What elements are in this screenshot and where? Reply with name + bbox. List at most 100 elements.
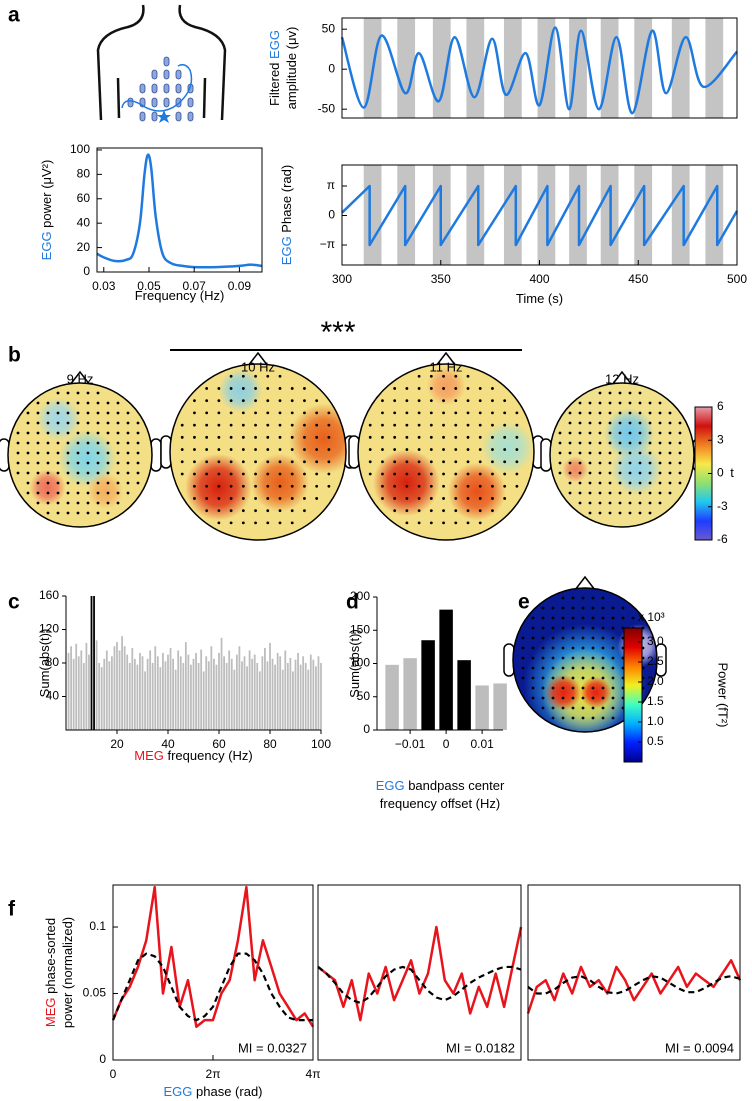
sensor: [628, 411, 632, 415]
sensor: [541, 626, 545, 630]
sensor: [561, 686, 565, 690]
sensor: [16, 471, 20, 475]
sensor: [568, 471, 572, 475]
sensor: [417, 411, 421, 415]
sensor: [668, 411, 672, 415]
sensor: [638, 461, 642, 465]
sensor: [668, 491, 672, 495]
sensor: [96, 501, 100, 505]
sensor: [136, 431, 140, 435]
sensor: [454, 472, 458, 476]
sensor: [618, 391, 622, 395]
sensor: [405, 411, 409, 415]
sensor: [588, 461, 592, 465]
sensor: [628, 401, 632, 405]
phase-band: [705, 18, 724, 118]
y-tick-label: 0: [363, 722, 370, 736]
sensor: [581, 696, 585, 700]
sensor: [648, 411, 652, 415]
y-tick-label: 20: [77, 240, 91, 254]
sensor: [106, 481, 110, 485]
sensor: [598, 411, 602, 415]
sensor: [668, 451, 672, 455]
sensor: [648, 491, 652, 495]
sensor: [551, 706, 555, 710]
bar: [75, 643, 78, 730]
sensor: [56, 421, 60, 425]
sensor: [454, 374, 458, 378]
x-tick-label: 60: [212, 737, 226, 751]
sensor: [491, 387, 494, 390]
y-axis-label-part: EGG: [267, 30, 282, 59]
sensor: [116, 441, 120, 445]
sensor: [608, 511, 612, 515]
y-axis-label-part: EGG: [39, 231, 54, 260]
sensor: [266, 399, 270, 403]
sensor: [290, 448, 294, 451]
sensor: [503, 472, 507, 476]
phase-band: [671, 18, 690, 118]
sensor: [601, 656, 605, 660]
sensor: [571, 676, 575, 680]
sensor: [303, 484, 306, 488]
electrode: [187, 97, 194, 108]
sensor: [393, 387, 397, 390]
bar: [82, 663, 85, 730]
sensor: [96, 511, 100, 515]
sensor: [76, 421, 80, 425]
axis-line: [65, 596, 321, 731]
sensor: [393, 435, 397, 439]
bar: [205, 656, 208, 730]
topomap: [0, 370, 162, 528]
x-tick-label: 0: [110, 1067, 117, 1081]
torso-outline: [178, 4, 227, 121]
sensor: [56, 431, 60, 435]
sensor: [327, 472, 331, 476]
sensor: [26, 481, 30, 485]
sensor: [618, 461, 622, 465]
sensor: [611, 716, 615, 720]
sensor: [96, 481, 100, 485]
sensor: [266, 411, 270, 415]
sensor: [36, 471, 40, 475]
sensor: [591, 706, 595, 710]
sensor: [581, 716, 585, 720]
sensor: [541, 646, 545, 650]
sensor: [588, 441, 592, 445]
sensor: [561, 616, 565, 620]
sensor: [454, 399, 458, 403]
sensor: [541, 696, 545, 700]
sensor: [116, 501, 120, 505]
sensor: [96, 491, 100, 495]
sensor: [466, 374, 470, 378]
sensor: [454, 497, 458, 500]
series-line: [340, 26, 738, 115]
sensor: [608, 401, 612, 405]
sensor: [241, 399, 245, 403]
sensor: [668, 481, 672, 485]
sensor: [126, 461, 130, 465]
topomap-field: [170, 364, 346, 540]
sensor: [571, 716, 575, 720]
y-tick-label: 80: [46, 655, 60, 669]
y-axis-label-part: EGG: [279, 236, 294, 265]
bar: [144, 671, 146, 730]
bar: [317, 656, 320, 730]
sensor: [628, 431, 632, 435]
sensor: [429, 374, 433, 378]
sensor: [491, 509, 494, 513]
bar: [297, 652, 299, 730]
sensor: [254, 521, 257, 525]
sensor: [66, 401, 70, 405]
sensor: [618, 411, 622, 415]
sensor: [541, 636, 545, 640]
sensor: [638, 401, 642, 405]
sensor: [648, 471, 652, 475]
sensor: [608, 501, 612, 505]
significance-label: ***: [320, 316, 355, 349]
bar: [266, 661, 269, 730]
y-tick-label: 0: [328, 208, 335, 222]
sensor: [611, 606, 615, 610]
bar: [80, 650, 83, 730]
